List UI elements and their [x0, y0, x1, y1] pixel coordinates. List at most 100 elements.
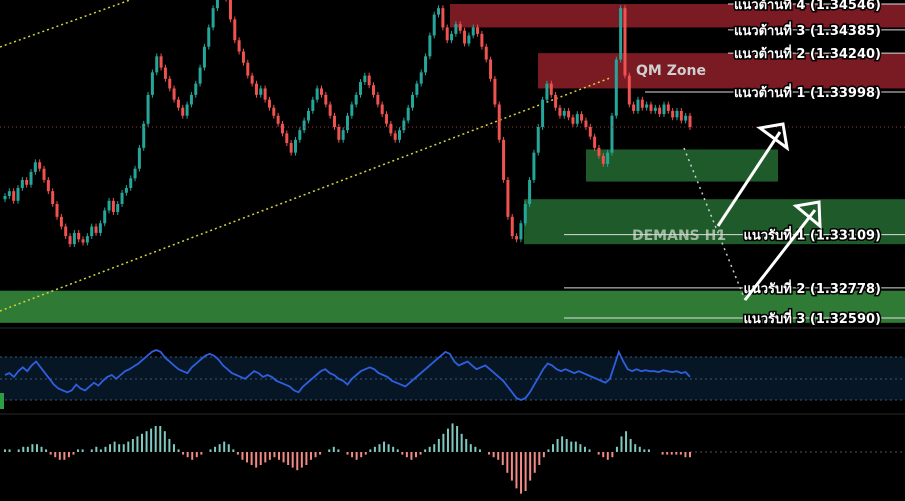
- candle-body: [571, 117, 575, 124]
- upper-trendline: [0, 0, 131, 48]
- candle-body: [567, 110, 571, 118]
- levels-layer: แนวต้านที่ 4 (1.34546) แนวต้านที่ 3 (1.34…: [564, 0, 905, 329]
- candle-body: [532, 152, 536, 180]
- candle-body: [302, 120, 306, 131]
- candle-body: [98, 223, 102, 233]
- candle-body: [133, 168, 137, 179]
- candle-body: [59, 216, 63, 227]
- candle-body: [359, 82, 363, 95]
- candle-body: [614, 59, 618, 116]
- candle-body: [198, 67, 202, 84]
- candle-body: [593, 136, 597, 148]
- candle-body: [415, 83, 419, 95]
- candle-body: [272, 107, 276, 116]
- candle-body: [658, 107, 662, 115]
- candle-body: [445, 27, 449, 41]
- candle-body: [16, 187, 20, 201]
- candle-body: [124, 187, 128, 193]
- candle-body: [476, 27, 480, 34]
- candle-body: [259, 88, 263, 95]
- candle-body: [675, 110, 679, 118]
- candle-body: [428, 35, 432, 57]
- candle-body: [315, 88, 319, 100]
- candle-body: [441, 8, 445, 28]
- support-trendline: [0, 77, 611, 312]
- candle-body: [580, 114, 584, 121]
- candle-body: [207, 27, 211, 47]
- candle-body: [684, 115, 688, 121]
- support-zone-bottom: [0, 290, 905, 323]
- candle-body: [662, 104, 666, 115]
- candle-body: [241, 51, 245, 63]
- zones-layer: QM Zone DEMANS H1: [0, 4, 905, 323]
- candle-body: [55, 204, 59, 217]
- candle-body: [324, 94, 328, 105]
- candle-body: [215, 0, 219, 9]
- candle-body: [354, 94, 358, 105]
- candle-body: [176, 99, 180, 108]
- candle-body: [46, 179, 50, 192]
- candle-body: [367, 75, 371, 86]
- candle-body: [372, 85, 376, 95]
- candle-body: [111, 200, 115, 213]
- candle-body: [341, 130, 345, 140]
- candle-body: [189, 94, 193, 105]
- candle-body: [168, 78, 172, 89]
- candle-body: [419, 72, 423, 84]
- candle-body: [332, 115, 336, 127]
- candle-body: [632, 104, 636, 111]
- candle-body: [562, 110, 566, 116]
- candle-body: [688, 115, 692, 127]
- candle-body: [181, 107, 185, 116]
- candle-body: [597, 147, 601, 156]
- candle-body: [293, 139, 297, 153]
- candle-body: [519, 223, 523, 240]
- histogram-layer: [4, 423, 691, 494]
- candle-body: [549, 83, 553, 95]
- candle-body: [64, 226, 68, 237]
- demand-zone-h1: [524, 199, 905, 245]
- candle-body: [289, 143, 293, 153]
- candle-body: [554, 94, 558, 108]
- candle-body: [545, 83, 549, 100]
- candle-body: [146, 94, 150, 124]
- candle-body: [254, 83, 258, 95]
- candle-body: [94, 226, 98, 233]
- candle-body: [90, 226, 94, 237]
- trendlines-layer: [0, 0, 611, 312]
- candle-body: [653, 107, 657, 111]
- candle-body: [506, 179, 510, 217]
- candle-body: [51, 191, 55, 205]
- candle-body: [463, 30, 467, 44]
- candle-body: [515, 236, 519, 240]
- candle-body: [450, 33, 454, 41]
- candle-body: [541, 99, 545, 127]
- bullish-arrow-2: [743, 209, 817, 301]
- candle-body: [267, 99, 271, 108]
- candle-body: [263, 88, 267, 100]
- bullish-arrow-1-head: [756, 122, 790, 152]
- resistance-1-label: แนวต้านที่ 1 (1.33998): [734, 83, 881, 101]
- candle-body: [640, 99, 644, 108]
- candle-body: [411, 94, 415, 108]
- candle-body: [280, 123, 284, 134]
- candle-body: [623, 8, 627, 76]
- candle-body: [645, 104, 649, 108]
- resistance-3-label: แนวต้านที่ 3 (1.34385): [734, 21, 881, 39]
- candle-body: [601, 155, 605, 164]
- candle-body: [120, 192, 124, 205]
- candle-body: [20, 179, 24, 188]
- candle-body: [575, 114, 579, 124]
- resistance-4-label: แนวต้านที่ 4 (1.34546): [734, 0, 881, 13]
- candle-body: [389, 123, 393, 134]
- candle-body: [298, 130, 302, 140]
- candle-body: [619, 8, 623, 60]
- candle-body: [142, 123, 146, 148]
- support-1-label: แนวรับที่ 1 (1.33109): [743, 226, 881, 244]
- bullish-arrow-1: [716, 131, 782, 227]
- candle-body: [77, 232, 81, 240]
- candle-body: [484, 46, 488, 60]
- candle-body: [81, 239, 85, 243]
- candle-body: [432, 14, 436, 36]
